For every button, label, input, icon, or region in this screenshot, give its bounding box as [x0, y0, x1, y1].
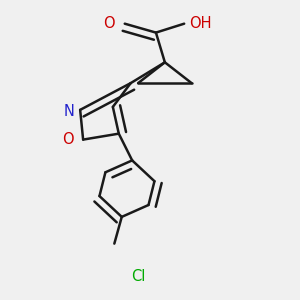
Text: O: O	[103, 16, 114, 31]
Text: Cl: Cl	[131, 269, 145, 284]
Text: N: N	[63, 104, 74, 119]
Text: O: O	[63, 132, 74, 147]
Text: OH: OH	[189, 16, 211, 31]
